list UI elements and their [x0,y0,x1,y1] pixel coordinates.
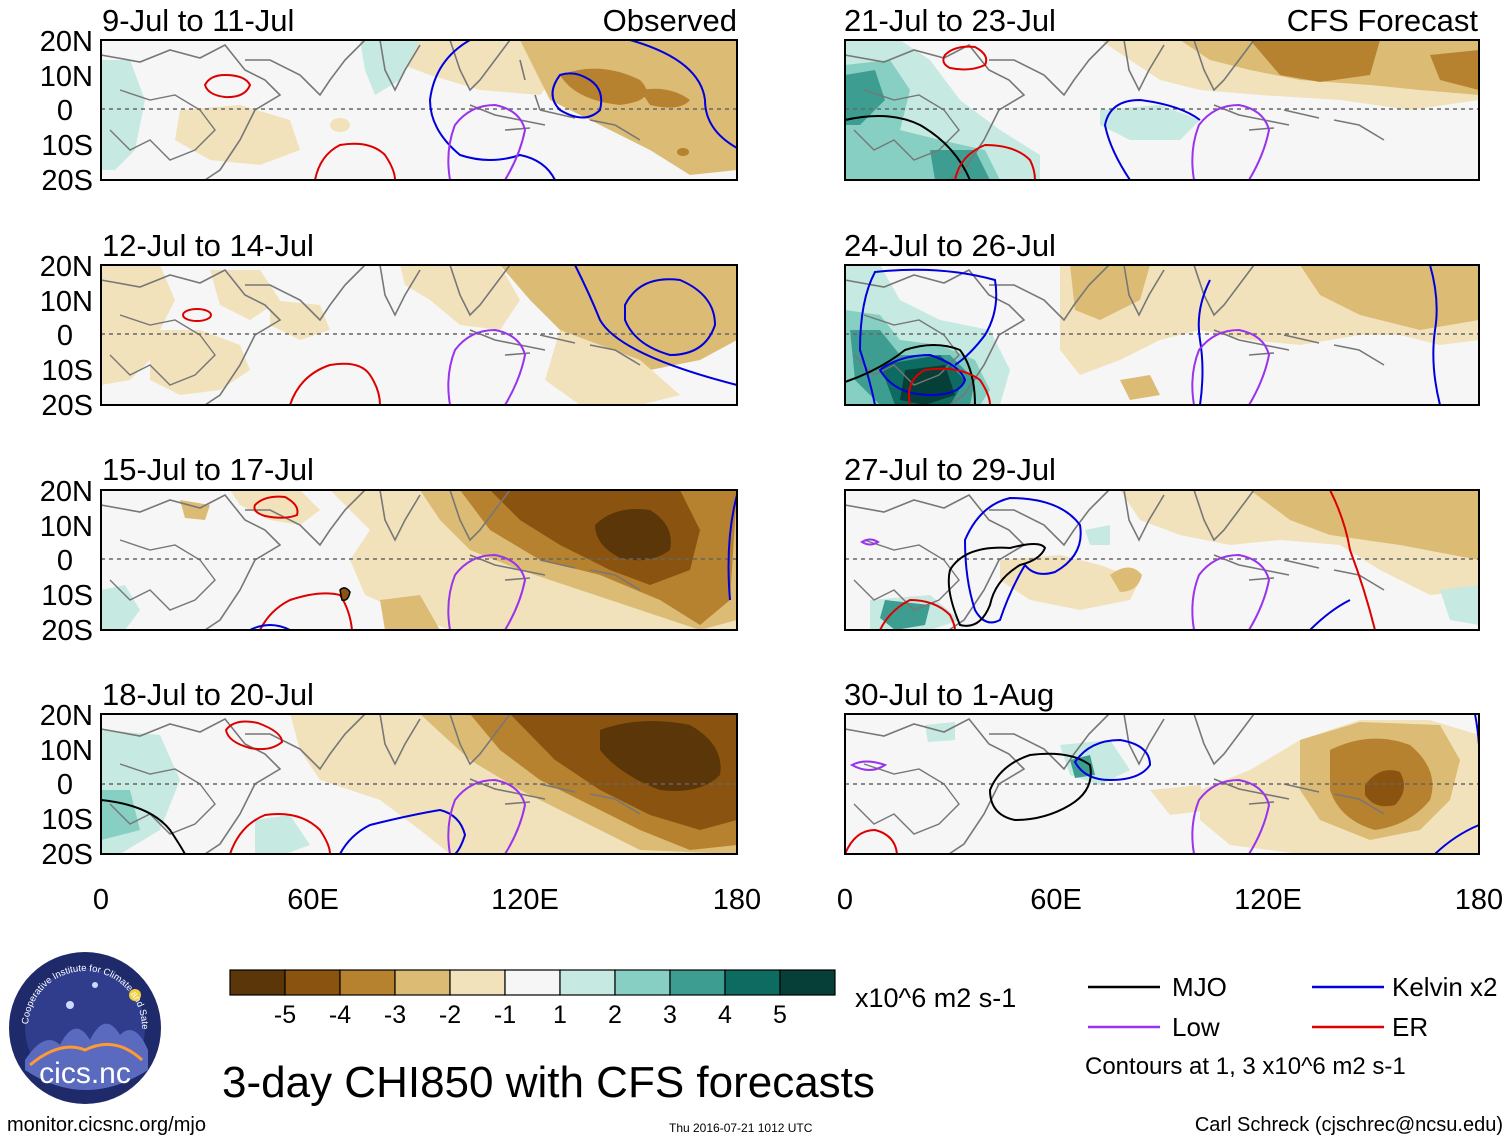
colorbar-swatch [394,969,451,996]
lat-label: 20N [40,251,93,283]
legend-contour-note: Contours at 1, 3 x10^6 m2 s-1 [1085,1053,1406,1080]
lat-label: 20N [40,26,93,58]
colorbar-swatch [449,969,506,996]
colorbar-tick-label: -2 [439,1001,461,1029]
panel-period-left-4: 18-Jul to 20-Jul [102,677,314,712]
map-panel-left-1 [100,39,738,181]
colorbar-swatch [229,969,286,996]
lat-label: 20N [40,700,93,732]
map-panel-left-4 [100,713,738,855]
map-panel-right-4 [844,713,1480,855]
lat-labels-left: 20N 10N 0 10S 20S 20N 10N 0 10S 20S 20N … [40,26,93,871]
lon-label: 0 [837,884,853,916]
lon-label: 60E [1030,884,1082,916]
logo-text: cics.nc [39,1057,131,1090]
colorbar-tick-label: -4 [329,1001,351,1029]
panel-period-right-1: 21-Jul to 23-Jul [844,3,1056,38]
legend-label-low: Low [1172,1012,1220,1042]
panel-period-right-2: 24-Jul to 26-Jul [844,228,1056,263]
lat-label: 20S [41,839,93,871]
map-panel-left-2 [100,264,738,406]
lat-label: 0 [57,769,73,801]
legend-label-mjo: MJO [1172,972,1227,1002]
map-panel-right-3 [844,489,1480,631]
lon-label: 180 [713,884,761,916]
colorbar-tick-label: -3 [384,1001,406,1029]
colorbar-swatch [669,969,726,996]
observed-label: Observed [603,3,737,38]
colorbar-units: x10^6 m2 s-1 [855,983,1016,1013]
figure-title: 3-day CHI850 with CFS forecasts [222,1058,875,1107]
panel-period-left-1: 9-Jul to 11-Jul [102,3,294,38]
panel-period-right-4: 30-Jul to 1-Aug [844,677,1054,712]
panel-period-right-3: 27-Jul to 29-Jul [844,452,1056,487]
lat-label: 10N [40,735,93,767]
map-panel-left-3 [100,489,738,631]
lat-label: 0 [57,320,73,352]
lon-label: 60E [287,884,339,916]
lon-label: 180 [1455,884,1503,916]
lon-labels-left: 0 60E 120E 180 [93,884,761,916]
colorbar-tick-label: -5 [274,1001,296,1029]
colorbar-swatch [779,969,836,996]
lat-label: 10N [40,61,93,93]
lat-label: 10S [41,355,93,387]
lat-label: 10N [40,511,93,543]
colorbar-tick-label: 1 [553,1001,567,1029]
colorbar-swatch [724,969,781,996]
colorbar-tick-label: 3 [663,1001,677,1029]
colorbar-tick-label: 2 [608,1001,622,1029]
footer-url[interactable]: monitor.cicsnc.org/mjo [7,1114,206,1136]
panel-period-left-3: 15-Jul to 17-Jul [102,452,314,487]
colorbar-tick-label: -1 [494,1001,516,1029]
lat-label: 10N [40,286,93,318]
footer-credit: Carl Schreck (cjschrec@ncsu.edu) [1195,1114,1503,1136]
lat-label: 20S [41,165,93,197]
lon-label: 120E [491,884,559,916]
lat-label: 20S [41,390,93,422]
colorbar-swatch [504,969,561,996]
colorbar: -5 -4 -3 -2 -1 1 2 3 4 5 [229,969,836,1029]
map-panel-right-2 [844,264,1480,406]
lat-label: 20S [41,615,93,647]
forecast-label: CFS Forecast [1287,3,1479,38]
colorbar-swatch [339,969,396,996]
lat-label: 10S [41,580,93,612]
lon-labels-right: 0 60E 120E 180 [837,884,1503,916]
colorbar-tick-label: 5 [773,1001,787,1029]
legend-label-kelvin: Kelvin x2 [1392,972,1498,1002]
contour-legend: MJO Kelvin x2 Low ER Contours at 1, 3 x1… [1085,972,1498,1080]
footer-timestamp: Thu 2016-07-21 1012 UTC [669,1121,813,1135]
lon-label: 120E [1234,884,1302,916]
lat-label: 10S [41,804,93,836]
lat-label: 0 [57,545,73,577]
lon-label: 0 [93,884,109,916]
legend-label-er: ER [1392,1012,1428,1042]
colorbar-swatch [284,969,341,996]
panel-period-left-2: 12-Jul to 14-Jul [102,228,314,263]
map-panel-right-1 [844,39,1480,181]
lat-label: 20N [40,476,93,508]
lat-label: 0 [57,95,73,127]
colorbar-tick-label: 4 [718,1001,732,1029]
colorbar-swatch [559,969,616,996]
lat-label: 10S [41,130,93,162]
colorbar-swatch [614,969,671,996]
